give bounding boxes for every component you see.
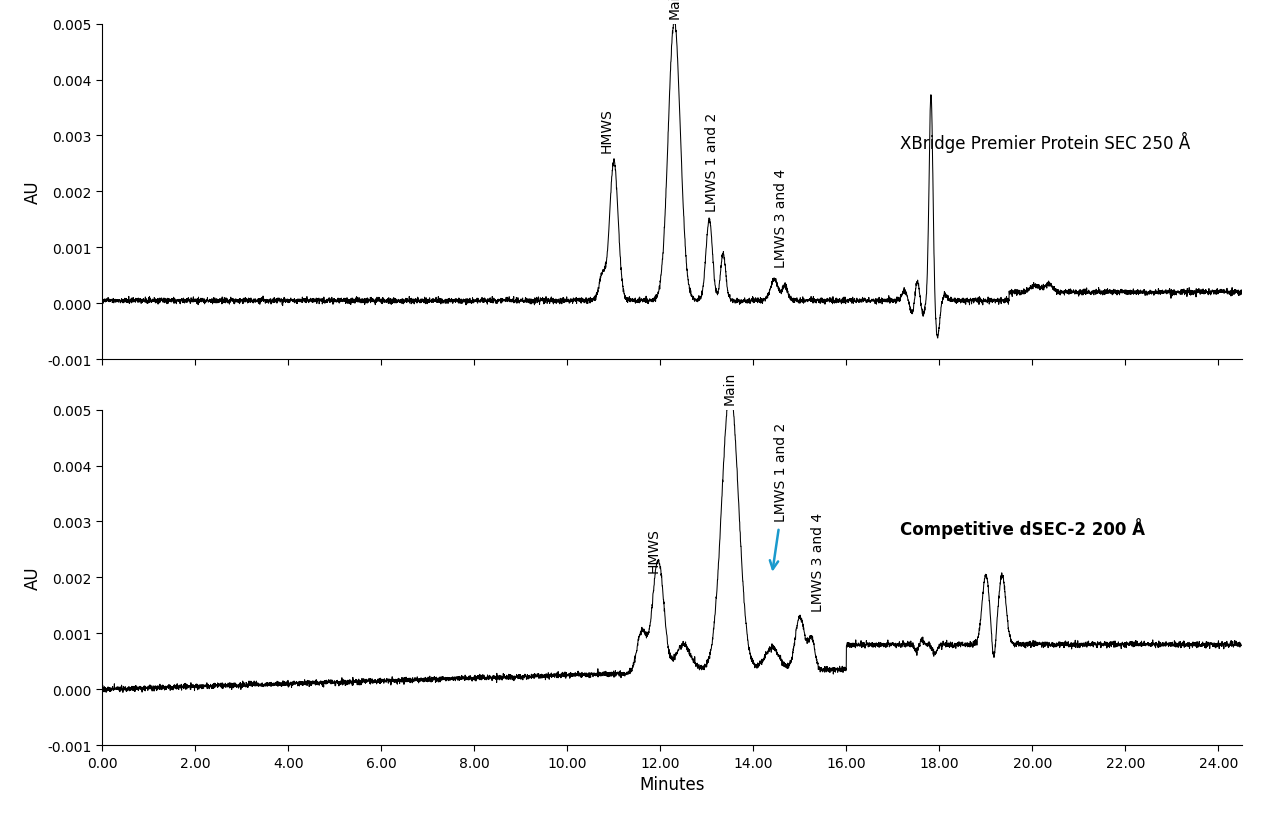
Text: LMWS 3 and 4: LMWS 3 and 4 [774, 169, 788, 268]
Text: Competitive dSEC-2 200 Å: Competitive dSEC-2 200 Å [900, 517, 1144, 538]
Text: LMWS 3 and 4: LMWS 3 and 4 [812, 512, 826, 611]
Text: XBridge Premier Protein SEC 250 Å: XBridge Premier Protein SEC 250 Å [900, 131, 1190, 152]
Text: Main: Main [723, 371, 737, 405]
Text: LMWS 1 and 2: LMWS 1 and 2 [774, 423, 788, 522]
Text: HMWS: HMWS [600, 108, 614, 153]
Y-axis label: AU: AU [24, 566, 42, 590]
Y-axis label: AU: AU [24, 180, 42, 204]
Text: LMWS 1 and 2: LMWS 1 and 2 [704, 112, 718, 212]
Text: HMWS: HMWS [646, 527, 660, 572]
X-axis label: Minutes: Minutes [639, 776, 705, 794]
Text: Main: Main [667, 0, 681, 19]
